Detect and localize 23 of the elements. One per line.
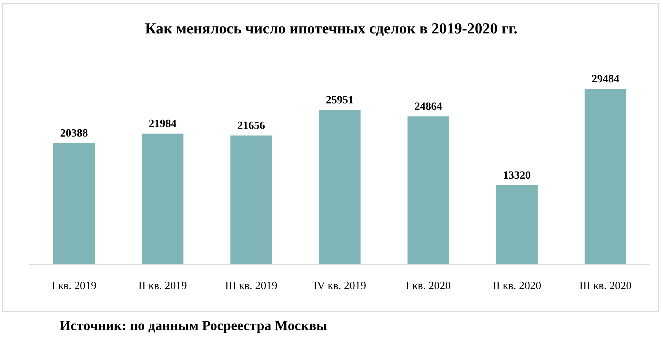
x-tick-label: III кв. 2019 [226,282,278,290]
bar [496,186,538,265]
bar [142,134,184,265]
chart-title: Как менялось число ипотечных сделок в 2019-2020 гг. [146,24,518,36]
data-label: 13320 [504,172,531,180]
x-tick-label: I кв. 2020 [406,282,451,290]
data-label: 20388 [60,129,88,137]
bar [408,116,450,265]
bar [584,89,627,265]
data-label: 21984 [149,120,177,128]
x-tick-label: II кв. 2019 [138,282,187,290]
data-label: 21656 [238,122,265,130]
bar [230,136,272,265]
x-tick-label: III кв. 2020 [580,282,632,290]
data-label: 25951 [326,96,354,104]
bar [53,143,96,265]
text: Источник: по данным Росреестра Москвы [60,321,328,334]
x-tick-label: II кв. 2020 [493,282,542,290]
bar [319,110,361,265]
data-label: 24864 [415,102,442,110]
data-label: 29484 [592,75,620,83]
x-tick-label: I кв. 2019 [52,282,96,290]
x-tick-label: IV кв. 2019 [314,282,366,290]
